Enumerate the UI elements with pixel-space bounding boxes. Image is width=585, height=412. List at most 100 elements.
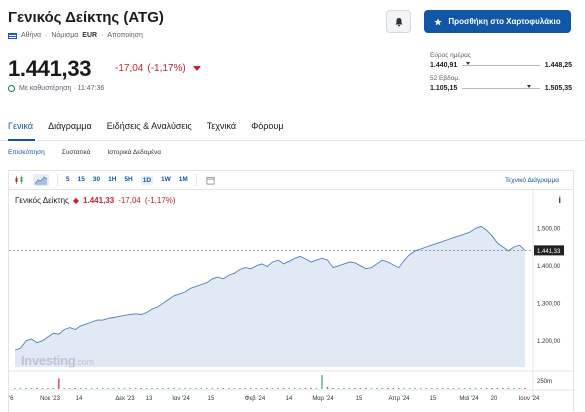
volume-bar (162, 388, 164, 389)
last-price-tag-text: 1.441,33 (537, 249, 561, 255)
volume-bar (502, 388, 504, 389)
volume-bar (518, 387, 521, 389)
bell-plus-icon (395, 17, 402, 26)
volume-bar (68, 388, 71, 389)
tab-news[interactable]: Ειδήσεις & Αναλύσεις (106, 121, 192, 131)
week52-range-marker (527, 85, 532, 88)
volume-bar (463, 388, 466, 389)
legend-change-pct: (-1,17%) (144, 196, 176, 205)
day-high: 1.448,25 (544, 62, 572, 69)
tab-chart[interactable]: Διάγραμμα (48, 121, 92, 131)
volume-bar (90, 388, 93, 389)
volume-bar (332, 387, 334, 389)
volume-bar (524, 388, 526, 389)
page-title: Γενικός Δείκτης (ATG) (8, 9, 164, 26)
star-icon (434, 17, 443, 25)
volume-bar (184, 387, 186, 389)
price-chart[interactable]: 1.441,33 1.500,00 1.400,00 1.300,00 1.200,00… (9, 171, 575, 412)
week52-high: 1.505,35 (544, 85, 572, 92)
volume-bar (47, 388, 49, 389)
volume-bar (469, 388, 471, 389)
timeframe-5h[interactable]: 5H (124, 175, 133, 183)
volume-bar (480, 388, 482, 389)
x-tick-label: Δεκ '23 (115, 396, 135, 402)
x-tick-label: 20 (491, 396, 498, 402)
volume-bar (129, 388, 131, 389)
volume-bar (79, 387, 82, 389)
info-icon[interactable]: i (558, 195, 561, 205)
x-tick-label: Ιαν '24 (172, 396, 190, 402)
volume-bar (496, 387, 499, 389)
volume-bar (112, 388, 115, 389)
timeframe-15[interactable]: 15 (77, 175, 85, 183)
exchange-info: Αθήνα · Νόμισμα EUR · Αποποίηση (8, 32, 143, 39)
volume-bar (370, 387, 373, 389)
x-tick-label: Φεβ '24 (245, 396, 266, 402)
disclaimer-link[interactable]: Αποποίηση (107, 32, 143, 39)
volume-bar (134, 387, 137, 389)
week52-low: 1.105,15 (430, 85, 458, 92)
volume-bar (277, 387, 279, 389)
volume-bar (359, 388, 362, 389)
volume-bar (315, 388, 318, 389)
volume-bar (57, 378, 60, 389)
subtab-historical[interactable]: Ιστορικά Δεδομένα (107, 149, 162, 156)
y-tick-label: 1.200,00 (537, 339, 561, 345)
volume-bar (452, 388, 455, 389)
volume-bar (354, 387, 356, 389)
volume-bar (74, 388, 77, 389)
x-tick-label: Νοε '23 (40, 396, 60, 402)
volume-bar (189, 388, 192, 389)
tab-forum[interactable]: Φόρουμ (251, 121, 284, 131)
day-range: Εύρος ημέρας 1.440,91 1.448,25 (430, 52, 572, 69)
volume-bar (206, 388, 208, 389)
volume-bar (474, 387, 477, 389)
volume-bar (397, 388, 400, 389)
volume-bar (282, 388, 285, 389)
timeframe-1w[interactable]: 1W (161, 175, 171, 183)
volume-bar (337, 388, 340, 389)
add-watchlist-button[interactable] (386, 10, 411, 33)
change-value: -17,04 (115, 63, 144, 74)
currency-label: Νόμισμα (51, 32, 79, 39)
candlestick-icon[interactable] (13, 174, 25, 186)
area-chart-icon[interactable] (33, 174, 49, 186)
volume-bar (266, 388, 268, 389)
timeframe-1d[interactable]: 1D (140, 175, 154, 185)
x-tick-label: 13 (146, 396, 153, 402)
technical-chart-link[interactable]: Τεχνικό Διάγραμμα (505, 177, 559, 184)
volume-bar (392, 388, 395, 389)
timeframe-5[interactable]: 5 (66, 175, 70, 183)
x-tick-label: '6 (9, 396, 14, 402)
delay-text: Με καθυστέρηση · 11:47:36 (19, 85, 105, 92)
volume-bar (238, 388, 241, 389)
volume-bar (387, 387, 389, 389)
volume-bar (156, 388, 159, 389)
tab-overview[interactable]: Γενικά (8, 121, 34, 131)
volume-bar (485, 387, 488, 389)
y-tick-label: 1.400,00 (537, 264, 561, 270)
day-range-label: Εύρος ημέρας (430, 52, 471, 59)
day-low: 1.440,91 (430, 62, 458, 69)
volume-bar (63, 387, 66, 389)
volume-bar (430, 388, 433, 389)
subtab-overview[interactable]: Επισκόπηση (8, 149, 45, 156)
timeframe-1h[interactable]: 1H (108, 175, 117, 183)
volume-bar (233, 387, 236, 389)
volume-bar (299, 388, 301, 389)
volume-bar (458, 387, 460, 389)
volume-bar (19, 387, 22, 389)
calendar-icon[interactable] (205, 174, 217, 186)
exchange-name: Αθήνα (21, 32, 42, 39)
add-to-portfolio-button[interactable]: Προσθήκη στο Χαρτοφυλάκιο (424, 10, 571, 33)
timeframe-30[interactable]: 30 (92, 175, 101, 183)
x-tick-label: 14 (286, 396, 293, 402)
x-tick-label: 15 (356, 396, 363, 402)
timeframe-1m[interactable]: 1M (178, 175, 188, 183)
volume-bar (513, 388, 515, 389)
volume-bar (403, 387, 406, 389)
volume-bar (491, 388, 493, 389)
volume-bar (167, 387, 170, 389)
tab-technical[interactable]: Τεχνικά (206, 121, 237, 131)
subtab-components[interactable]: Συστατικά (61, 149, 91, 156)
